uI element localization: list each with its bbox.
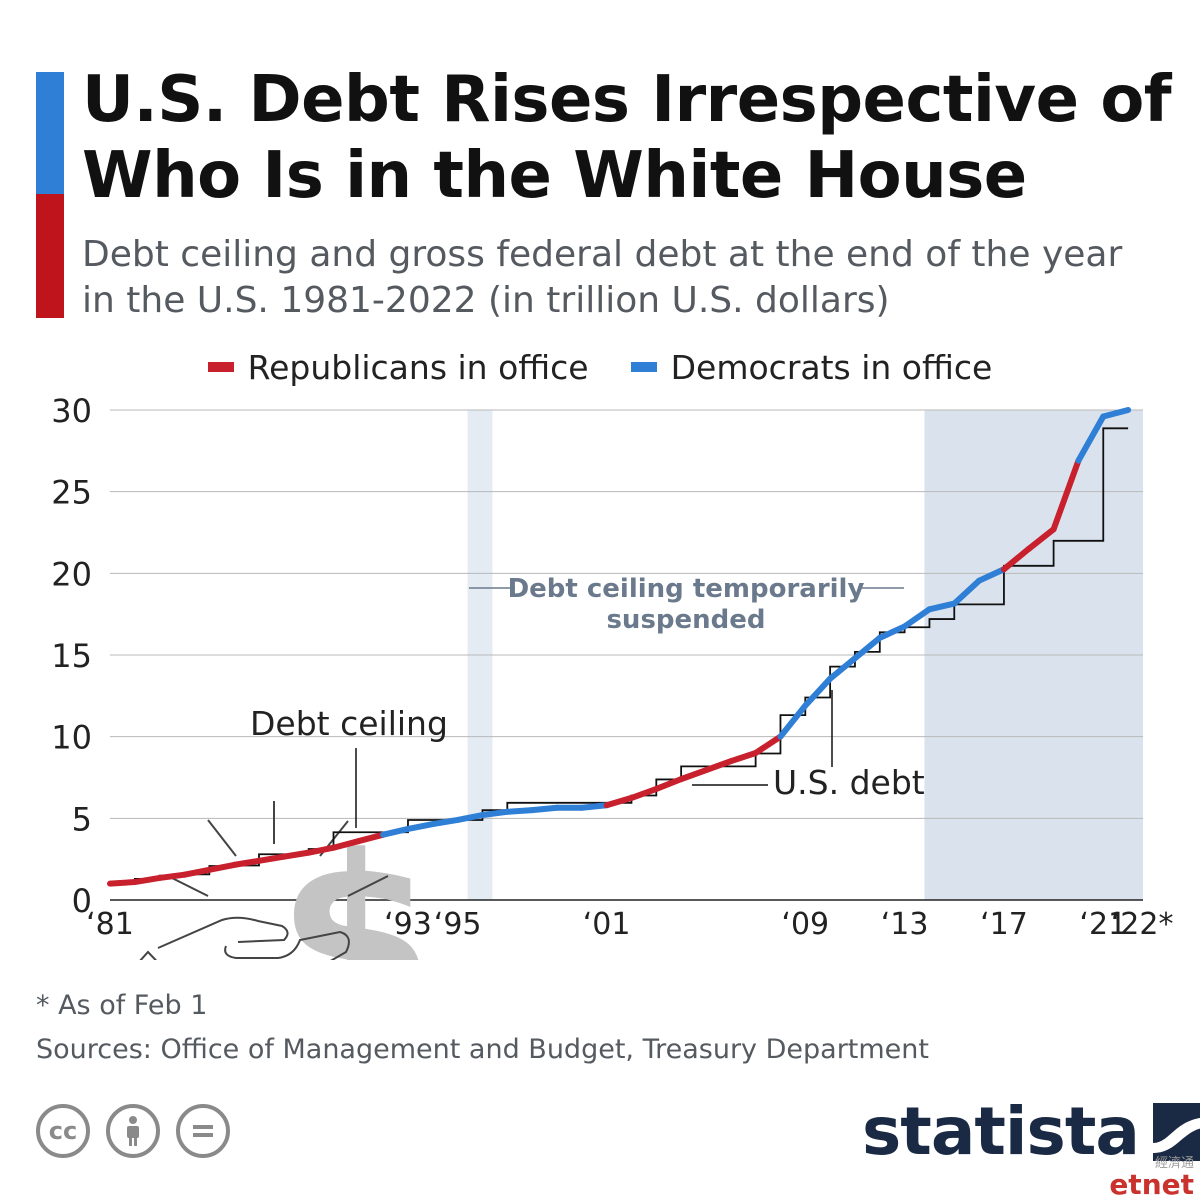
debt-segment <box>603 794 635 809</box>
debt-line-chart: 0 5 10 15 20 25 30 $ ‘81 ‘93 ‘95 ‘01 ‘09 ‘13 ‘17 ‘21‘… <box>51 392 1173 960</box>
statista-logo[interactable]: statista <box>862 1092 1200 1172</box>
watermark-cn: 經濟通 <box>1154 1156 1194 1171</box>
debt-segment <box>131 874 163 886</box>
debt-segment <box>454 812 486 823</box>
debt-segment <box>479 808 511 819</box>
axis-ticks: ‘81 ‘93 ‘95 ‘01 ‘09 ‘13 ‘17 ‘21‘22* <box>86 907 1173 942</box>
debt-segment <box>1000 545 1032 573</box>
debt-segment <box>926 600 958 613</box>
x-tick-label: ‘01 <box>583 907 631 942</box>
debt-segment <box>827 655 858 682</box>
y-tick-label: 0 <box>72 882 92 920</box>
debt-segment <box>355 831 387 845</box>
debt-segment <box>802 675 834 709</box>
x-tick-label: ‘21 <box>1079 907 1127 942</box>
dollar-sign-icon: $ <box>276 808 436 960</box>
suspended-annotation-line2: suspended <box>606 605 765 635</box>
x-tick-label: ‘09 <box>781 907 829 942</box>
legend-item-republicans: Republicans in office <box>207 347 589 387</box>
debt-segment <box>727 750 759 765</box>
legend-label-democrats: Democrats in office <box>670 347 993 387</box>
debt-segment <box>380 825 411 838</box>
ceiling-annotation-label: Debt ceiling <box>250 704 448 743</box>
x-tick-label: ‘93 <box>384 907 432 942</box>
page-title: U.S. Debt Rises Irrespective of Who Is i… <box>82 62 1182 214</box>
no-derivatives-icon[interactable] <box>176 1104 230 1158</box>
debt-segment <box>1050 457 1082 533</box>
y-tick-label: 5 <box>72 800 92 838</box>
debt-segment <box>231 857 262 868</box>
debt-segment <box>330 838 362 851</box>
debt-segment <box>752 733 784 756</box>
debt-segment <box>777 702 809 740</box>
chart-legend: Republicans in office Democrats in offic… <box>0 345 1200 389</box>
attribution-icon[interactable] <box>106 1104 160 1158</box>
debt-segment <box>1025 526 1057 552</box>
debt-segment <box>529 804 560 814</box>
debt-segment <box>305 844 337 856</box>
footnote: * As of Feb 1 <box>36 990 208 1021</box>
creative-commons-icon[interactable]: cc <box>36 1104 90 1158</box>
y-tick-label: 10 <box>51 719 92 757</box>
debt-segment <box>901 606 933 630</box>
person-icon <box>127 1116 139 1146</box>
equals-icon <box>193 1125 213 1137</box>
legend-label-republicans: Republicans in office <box>247 347 589 387</box>
legend-swatch-democrats <box>630 362 657 372</box>
title-accent-bar-blue <box>36 72 64 194</box>
x-tick-label: ‘95 <box>434 907 482 942</box>
debt-segment <box>504 807 536 815</box>
debt-segment <box>181 866 213 878</box>
x-tick-label: ‘81 <box>86 907 134 942</box>
legend-swatch-republicans <box>207 362 234 372</box>
page-subtitle: Debt ceiling and gross federal debt at t… <box>82 232 1182 324</box>
x-tick-label: ‘22* <box>1111 907 1174 942</box>
y-tick-label: 25 <box>51 474 92 512</box>
debt-segment <box>578 802 610 811</box>
debt-segment <box>156 871 188 881</box>
gridlines: 0 5 10 15 20 25 30 <box>51 392 1143 920</box>
y-tick-label: 30 <box>51 392 92 430</box>
debt-segment <box>678 767 709 783</box>
debt-segment <box>851 634 883 662</box>
debt-annotation-label: U.S. debt <box>773 763 925 802</box>
subtitle-line-1: Debt ceiling and gross federal debt at t… <box>82 234 1123 275</box>
x-tick-label: ‘17 <box>980 907 1028 942</box>
debt-segment <box>951 577 983 607</box>
debt-segment <box>702 758 734 774</box>
debt-segment <box>429 816 461 828</box>
etnet-watermark: 經濟通 etnet <box>1109 1152 1194 1199</box>
license-icons: cc <box>36 1104 230 1158</box>
watermark-logo: etnet <box>1109 1168 1194 1201</box>
y-tick-label: 20 <box>51 555 92 593</box>
chart-annotations: Debt ceiling U.S. debt Debt ceiling temp… <box>250 574 925 828</box>
debt-segment <box>1075 413 1107 464</box>
debt-segment <box>404 821 436 832</box>
debt-segment <box>280 849 312 860</box>
suspended-annotation-line1: Debt ceiling temporarily <box>508 574 865 604</box>
sources-note: Sources: Office of Management and Budget… <box>36 1034 929 1065</box>
debt-segment <box>255 853 287 864</box>
debt-segment <box>628 785 660 801</box>
debt-segment <box>976 566 1007 584</box>
debt-segment <box>1100 407 1132 420</box>
brand-name: statista <box>862 1093 1140 1170</box>
title-line-2: Who Is in the White House <box>82 139 1027 213</box>
title-accent-bar-red <box>36 194 64 318</box>
legend-item-democrats: Democrats in office <box>630 347 993 387</box>
hand-outline <box>139 801 389 960</box>
debt-segment <box>653 776 685 792</box>
debt-segment <box>107 879 138 887</box>
title-line-1: U.S. Debt Rises Irrespective of <box>82 63 1172 137</box>
hand-dollar-icon: $ <box>139 801 436 960</box>
debt-segment <box>876 623 908 641</box>
debt-segment <box>206 861 238 873</box>
x-tick-label: ‘13 <box>881 907 929 942</box>
y-tick-label: 15 <box>51 637 92 675</box>
statista-wave-icon <box>1152 1103 1200 1161</box>
subtitle-line-2: in the U.S. 1981-2022 (in trillion U.S. … <box>82 280 890 321</box>
debt-series-line <box>107 407 1132 887</box>
